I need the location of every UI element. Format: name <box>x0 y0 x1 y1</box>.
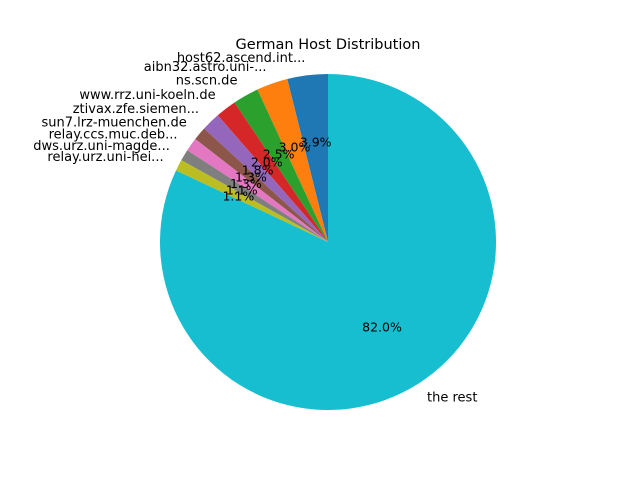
percent-label-relay-urz-uni-hei: 1.1% <box>222 188 254 203</box>
slice-label-ns-scn-de: ns.scn.de <box>176 73 238 88</box>
slice-label-relay-urz-uni-hei: relay.urz.uni-hei... <box>47 150 163 165</box>
pie-slice-aibn32-astro-uni <box>257 79 328 242</box>
slice-label-ztivax-zfe-siemen: ztivax.zfe.siemen... <box>73 102 199 117</box>
pie-slice-ns-scn-de <box>234 89 328 242</box>
slice-label-dws-urz-uni-magde: dws.urz.uni-magde... <box>33 139 170 154</box>
pie-slices <box>160 74 496 411</box>
pie-slice-the-rest <box>160 74 496 411</box>
pie-slice-www-rrz-uni-koeln-de <box>217 102 328 242</box>
percent-labels: 3.9%3.0%2.5%2.0%1.8%1.3%1.3%1.1%1.1%82.0… <box>222 134 402 334</box>
slice-label-the-rest: the rest <box>427 391 477 406</box>
slice-label-aibn32-astro-uni: aibn32.astro.uni-... <box>144 60 267 75</box>
pie-slice-relay-urz-uni-hei <box>175 160 328 242</box>
percent-label-ns-scn-de: 2.5% <box>263 147 295 162</box>
slice-label-www-rrz-uni-koeln-de: www.rrz.uni-koeln.de <box>79 88 215 103</box>
pie-slice-ztivax-zfe-siemen <box>204 115 328 242</box>
percent-label-dws-urz-uni-magde: 1.1% <box>226 182 258 197</box>
slice-label-host62-ascend-int: host62.ascend.int... <box>177 51 306 66</box>
percent-label-host62-ascend-int: 3.9% <box>300 134 332 149</box>
slice-labels: host62.ascend.int...aibn32.astro.uni-...… <box>33 51 477 405</box>
percent-label-aibn32-astro-uni: 3.0% <box>279 139 311 154</box>
percent-label-www-rrz-uni-koeln-de: 2.0% <box>251 154 283 169</box>
percent-label-ztivax-zfe-siemen: 1.8% <box>242 162 274 177</box>
percent-label-the-rest: 82.0% <box>362 320 402 335</box>
pie-slice-dws-urz-uni-magde <box>181 150 328 242</box>
slice-label-sun7-lrz-muenchen-de: sun7.lrz-muenchen.de <box>41 115 186 130</box>
pie-slice-sun7-lrz-muenchen-de <box>195 128 328 242</box>
pie-slice-relay-ccs-muc-deb <box>187 139 328 242</box>
slice-label-relay-ccs-muc-deb: relay.ccs.muc.deb... <box>49 127 178 142</box>
pie-slice-host62-ascend-int <box>287 74 328 242</box>
chart-title: German Host Distribution <box>236 37 421 53</box>
percent-label-relay-ccs-muc-deb: 1.3% <box>230 176 262 191</box>
percent-label-sun7-lrz-muenchen-de: 1.3% <box>235 170 267 185</box>
